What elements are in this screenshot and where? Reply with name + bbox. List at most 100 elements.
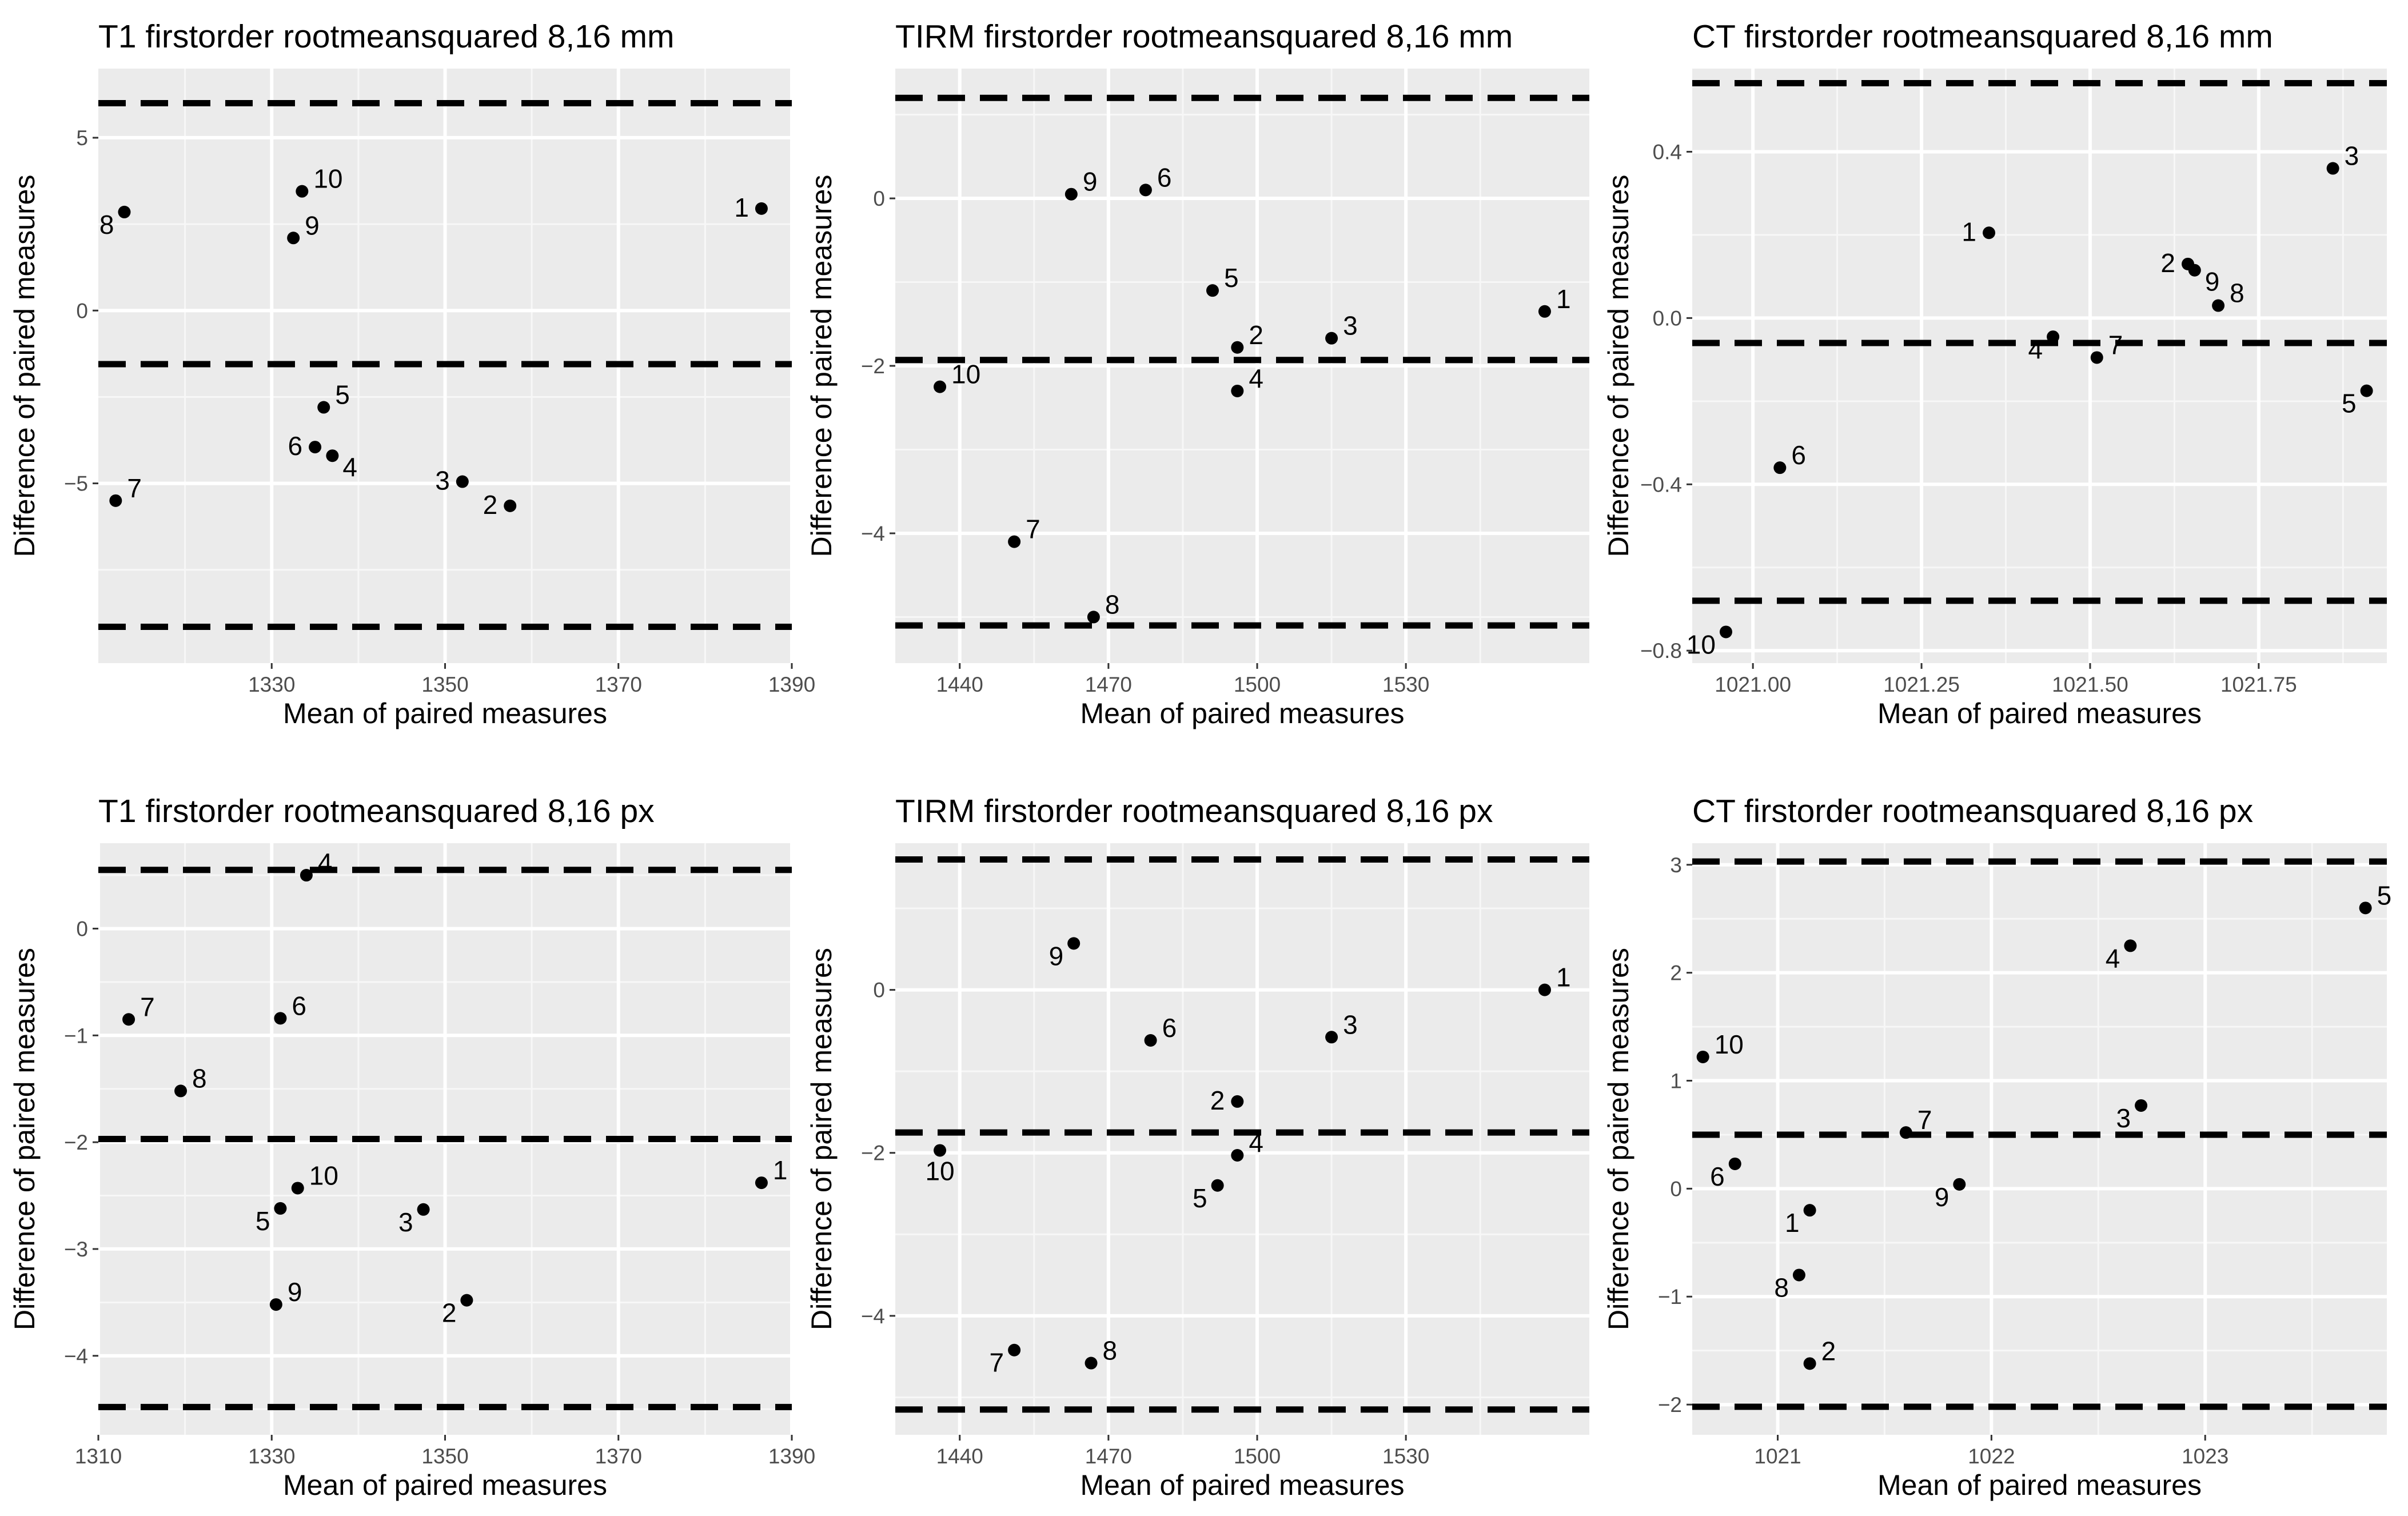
- chart2-x-axis-label: Mean of paired measures: [1081, 697, 1405, 729]
- chart4-point-8: [174, 1084, 188, 1098]
- chart6-point-1: [1803, 1204, 1816, 1217]
- chart1-point-6: [309, 441, 322, 454]
- chart6-x-tick-label: 1022: [1968, 1445, 2015, 1468]
- chart6-point-6: [1728, 1157, 1741, 1170]
- chart3-title: CT firstorder rootmeansquared 8,16 mm: [1692, 18, 2273, 55]
- chart6-point-label: 9: [1935, 1182, 1949, 1212]
- chart6-title: CT firstorder rootmeansquared 8,16 px: [1692, 793, 2253, 829]
- chart1-point-8: [118, 205, 131, 218]
- chart4-y-tick-label: −4: [64, 1345, 88, 1368]
- chart5-x-tick-label: 1530: [1382, 1445, 1429, 1468]
- chart5-point-label: 8: [1103, 1336, 1118, 1366]
- chart6-point-label: 4: [2106, 943, 2120, 973]
- chart4-y-tick-label: −3: [64, 1238, 88, 1261]
- chart3-y-axis-label: Difference of paired measures: [1602, 175, 1634, 557]
- chart4-point-label: 4: [318, 848, 333, 877]
- chart3-y-tick-label: −0.8: [1640, 639, 1682, 663]
- chart6-point-label: 3: [2116, 1103, 2131, 1133]
- chart5-x-axis-label: Mean of paired measures: [1081, 1469, 1405, 1501]
- chart2-y-tick-label: −4: [861, 522, 885, 545]
- chart2-x-tick-label: 1440: [936, 673, 983, 696]
- chart2-point-label: 8: [1105, 589, 1120, 619]
- chart2-point-6: [1139, 183, 1152, 197]
- chart1-point-label: 5: [335, 380, 350, 410]
- chart5-point-label: 7: [990, 1348, 1004, 1378]
- chart4-title: T1 firstorder rootmeansquared 8,16 px: [98, 793, 655, 829]
- chart4-panel: 1310 1330 1350 1370 1390 −4 −3 −2 −1 0 1 2 3 4 5 6 7 8 9 10…: [9, 793, 815, 1501]
- chart5-point-1: [1538, 983, 1551, 996]
- chart4-point-5: [274, 1202, 287, 1215]
- chart4-point-6: [274, 1012, 287, 1025]
- chart3-point-label: 7: [2108, 330, 2123, 360]
- chart2-y-tick-label: 0: [873, 187, 885, 210]
- chart5-point-label: 4: [1249, 1128, 1263, 1158]
- chart2-x-tick-label: 1530: [1382, 673, 1429, 696]
- chart6-point-4: [2124, 939, 2137, 952]
- chart4-point-7: [122, 1013, 135, 1026]
- chart1-point-9: [287, 232, 300, 245]
- chart4-point-10: [291, 1182, 304, 1195]
- chart3-point-6: [1773, 461, 1787, 474]
- chart3-plot-background: [1692, 69, 2387, 663]
- chart6-point-label: 8: [1774, 1272, 1789, 1302]
- chart5-x-tick-label: 1440: [936, 1445, 983, 1468]
- chart1-x-tick-label: 1390: [768, 673, 815, 696]
- chart5-point-5: [1211, 1179, 1224, 1192]
- chart5-y-tick-label: −2: [861, 1142, 885, 1165]
- chart3-point-5: [2360, 384, 2373, 397]
- chart4-point-3: [417, 1203, 430, 1216]
- chart1-panel: 1330 1350 1370 1390 −5 0 5 1 2 3 4 5 6 7 8 9 10 T1 firsto…: [9, 18, 815, 729]
- chart4-x-tick-label: 1310: [75, 1445, 122, 1468]
- chart2-point-9: [1065, 187, 1078, 201]
- chart6-point-label: 2: [1821, 1336, 1836, 1366]
- chart6-y-tick-label: −1: [1658, 1285, 1682, 1308]
- chart1-point-label: 3: [435, 466, 450, 496]
- chart2-point-label: 7: [1026, 514, 1040, 544]
- chart3-point-4: [2047, 330, 2060, 344]
- chart3-point-7: [2090, 351, 2103, 364]
- chart3-point-label: 6: [1791, 440, 1806, 470]
- chart6-point-10: [1696, 1050, 1709, 1063]
- chart1-point-label: 7: [127, 473, 142, 503]
- chart5-point-7: [1008, 1343, 1021, 1357]
- chart4-x-tick-label: 1350: [421, 1445, 468, 1468]
- chart6-point-7: [1899, 1126, 1912, 1139]
- chart5-point-label: 5: [1193, 1183, 1207, 1213]
- chart1-y-tick-label: 0: [76, 299, 88, 322]
- chart2-point-7: [1008, 535, 1021, 548]
- chart6-y-axis-label: Difference of paired measures: [1602, 948, 1634, 1330]
- chart2-point-3: [1325, 332, 1338, 345]
- chart4-point-label: 2: [442, 1298, 457, 1328]
- chart1-x-tick-label: 1370: [595, 673, 642, 696]
- chart6-point-5: [2359, 901, 2372, 915]
- chart1-point-label: 4: [342, 452, 357, 482]
- chart4-x-tick-label: 1370: [595, 1445, 642, 1468]
- chart3-point-8: [2212, 299, 2225, 312]
- chart2-point-4: [1231, 384, 1244, 397]
- chart2-x-tick-label: 1500: [1234, 673, 1281, 696]
- chart2-point-label: 2: [1249, 320, 1263, 350]
- chart6-point-label: 5: [2377, 880, 2392, 910]
- chart4-point-label: 3: [398, 1207, 413, 1237]
- chart1-y-tick-label: −5: [64, 472, 88, 496]
- chart2-point-label: 9: [1083, 167, 1098, 197]
- chart4-y-tick-label: 0: [76, 917, 88, 940]
- chart4-point-4: [300, 869, 313, 882]
- chart4-point-label: 1: [773, 1155, 788, 1185]
- chart4-y-tick-label: −1: [64, 1024, 88, 1047]
- chart1-point-3: [456, 475, 469, 488]
- chart3-x-tick-label: 1021.50: [2052, 673, 2128, 696]
- chart1-y-axis-label: Difference of paired measures: [9, 175, 41, 557]
- chart5-point-2: [1231, 1095, 1244, 1108]
- chart3-panel: 1021.00 1021.25 1021.50 1021.75 −0.8 −0.4 0.0 0…: [1602, 18, 2387, 729]
- chart4-x-tick-label: 1330: [248, 1445, 295, 1468]
- chart3-y-tick-label: −0.4: [1640, 473, 1682, 496]
- chart3-x-tick-label: 1021.75: [2220, 673, 2297, 696]
- chart1-point-10: [296, 185, 309, 198]
- chart2-point-8: [1087, 611, 1100, 624]
- chart6-x-tick-label: 1023: [2182, 1445, 2228, 1468]
- chart2-x-tick-label: 1470: [1085, 673, 1132, 696]
- chart2-point-10: [934, 380, 947, 393]
- chart1-point-label: 10: [313, 164, 342, 194]
- chart5-point-3: [1325, 1031, 1338, 1044]
